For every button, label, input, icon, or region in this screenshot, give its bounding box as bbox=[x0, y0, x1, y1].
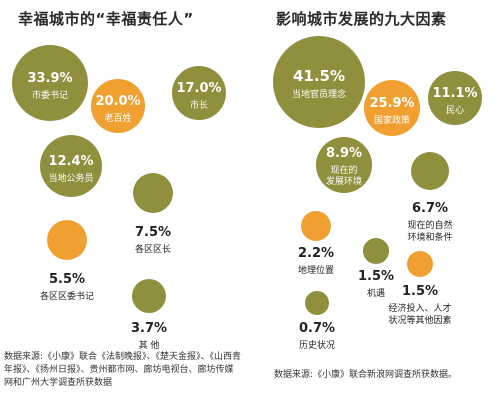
left-source-note: 数据来源:《小康》联合《法制晚报》、《楚天金报》、《山西青年报》、《扬州日报》、… bbox=[4, 352, 242, 388]
bubble-label-0-1: 老百姓 bbox=[104, 112, 131, 124]
bubble-1-8 bbox=[305, 291, 329, 315]
bubble-1-6 bbox=[363, 238, 389, 264]
left-chart-title: 幸福城市的“幸福责任人” bbox=[18, 10, 194, 28]
bubble-value-0-3: 12.4% bbox=[48, 154, 93, 169]
bubble-1-1 bbox=[364, 80, 420, 136]
bubble-value-1-1: 25.9% bbox=[369, 96, 414, 111]
bubble-label-1-7-0: 经济投入、人才 bbox=[388, 302, 451, 314]
bubble-label-1-3-0: 现在的 bbox=[330, 164, 357, 176]
bubble-1-7 bbox=[407, 251, 433, 277]
bubble-value-1-5: 2.2% bbox=[298, 246, 334, 261]
bubble-0-5 bbox=[47, 220, 87, 260]
bubble-label-1-1: 国家政策 bbox=[374, 114, 410, 126]
right-chart-title: 影响城市发展的九大因素 bbox=[276, 10, 447, 28]
bubble-value-0-0: 33.9% bbox=[27, 71, 72, 86]
bubble-0-3 bbox=[40, 135, 102, 197]
bubble-value-1-8: 0.7% bbox=[299, 321, 335, 336]
bubble-1-5 bbox=[301, 211, 331, 241]
bubble-label-1-3-1: 发展环境 bbox=[326, 175, 362, 187]
bubble-value-1-3: 8.9% bbox=[326, 146, 362, 161]
bubble-label-1-6: 机遇 bbox=[367, 287, 385, 299]
bubble-1-4 bbox=[411, 152, 449, 190]
bubble-label-0-0: 市委书记 bbox=[32, 89, 68, 101]
bubble-value-0-1: 20.0% bbox=[95, 94, 140, 109]
bubble-label-1-2: 民心 bbox=[446, 105, 464, 116]
bubble-1-3 bbox=[316, 137, 372, 193]
bubble-value-1-2: 11.1% bbox=[432, 86, 477, 101]
bubble-value-0-5: 5.5% bbox=[49, 272, 85, 287]
bubble-label-1-4-1: 环境和条件 bbox=[407, 231, 452, 243]
bubble-value-0-4: 7.5% bbox=[135, 225, 171, 240]
bubble-label-1-7-1: 状况等其他因素 bbox=[388, 314, 451, 326]
bubble-label-0-6: 其 他 bbox=[139, 339, 160, 351]
bubble-1-2 bbox=[428, 71, 482, 125]
bubble-label-0-2: 市长 bbox=[190, 99, 208, 111]
bubble-0-4 bbox=[133, 173, 173, 213]
bubble-0-2 bbox=[172, 66, 226, 120]
bubble-0-0 bbox=[12, 45, 88, 121]
bubble-0-6 bbox=[132, 279, 166, 313]
bubble-label-1-5: 地理位置 bbox=[298, 264, 334, 276]
bubble-label-0-5: 各区区委书记 bbox=[40, 290, 94, 302]
bubble-0-1 bbox=[91, 79, 145, 133]
bubble-label-1-4-0: 现在的自然 bbox=[407, 219, 452, 231]
bubble-label-1-8: 历史状况 bbox=[299, 339, 335, 351]
bubble-label-1-0: 当地官员理念 bbox=[292, 88, 346, 100]
bubble-value-1-6: 1.5% bbox=[358, 269, 394, 284]
bubble-value-1-7: 1.5% bbox=[402, 284, 438, 299]
bubble-value-1-0: 41.5% bbox=[293, 67, 345, 85]
bubble-label-0-3: 当地公务员 bbox=[48, 172, 93, 184]
bubble-value-1-4: 6.7% bbox=[412, 201, 448, 216]
bubble-value-0-2: 17.0% bbox=[176, 81, 221, 96]
bubble-label-0-4: 各区区长 bbox=[135, 243, 171, 255]
bubble-1-0 bbox=[273, 36, 365, 128]
bubble-value-0-6: 3.7% bbox=[131, 321, 167, 336]
right-source-note: 数据来源:《小康》联合新浪网调查所获数据。 bbox=[274, 370, 458, 380]
